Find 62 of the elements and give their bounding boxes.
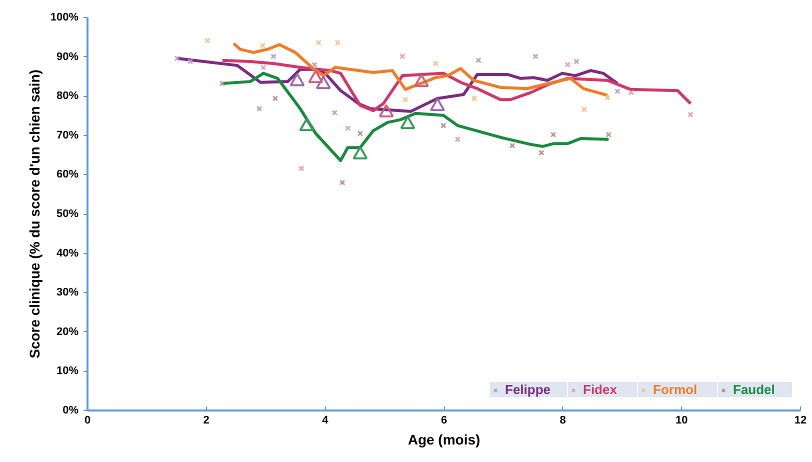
y-tick-label: 0% — [62, 404, 79, 416]
point — [476, 57, 482, 64]
point — [538, 150, 544, 156]
x-tick-label: 0 — [84, 414, 91, 426]
point — [471, 96, 478, 102]
y-tick-label: 80% — [56, 90, 79, 102]
point — [332, 110, 338, 116]
legend-label: Fidex — [583, 382, 618, 397]
legend-label: Formol — [653, 382, 698, 397]
y-tick-label: 40% — [56, 247, 79, 260]
point — [509, 142, 516, 148]
x-axis-title: Age (mois) — [408, 432, 480, 448]
point — [174, 56, 180, 62]
point — [204, 38, 210, 44]
point — [440, 122, 446, 128]
x-tick-label: 8 — [560, 414, 566, 426]
point — [402, 96, 408, 103]
line-series — [232, 42, 609, 97]
point — [688, 112, 694, 118]
legend-label: Felippe — [505, 382, 552, 397]
point — [454, 136, 461, 142]
x-tick-label: 4 — [322, 414, 330, 426]
point — [344, 125, 351, 132]
legend-label: Faudel — [733, 382, 776, 397]
point — [574, 58, 580, 64]
y-tick-label: 100% — [50, 12, 79, 24]
point — [256, 106, 262, 112]
y-tick-label: 50% — [56, 208, 79, 220]
point — [260, 42, 266, 48]
point — [220, 80, 226, 86]
point — [614, 88, 620, 94]
point — [357, 130, 364, 136]
point — [334, 40, 341, 46]
point — [606, 132, 612, 138]
x-tick-label: 6 — [440, 414, 448, 426]
point — [260, 64, 266, 70]
point — [564, 62, 570, 68]
x-tick-label: 2 — [203, 414, 210, 426]
point — [298, 166, 304, 172]
x-tick-label: 10 — [676, 414, 688, 426]
y-tick-label: 10% — [56, 365, 79, 378]
y-tick-label: 90% — [56, 50, 79, 63]
line-series — [220, 72, 610, 162]
point — [532, 54, 538, 60]
point — [272, 96, 278, 102]
y-tick-label: 60% — [56, 168, 79, 181]
point — [312, 62, 318, 68]
point — [187, 58, 194, 64]
point — [604, 94, 610, 101]
point — [550, 132, 556, 138]
point — [400, 54, 406, 60]
x-tick-label: 12 — [794, 414, 807, 426]
y-tick-label: 20% — [56, 326, 79, 338]
point — [316, 40, 322, 46]
y-tick-label: 70% — [56, 129, 79, 142]
point — [270, 54, 276, 60]
point — [340, 180, 346, 186]
point — [581, 106, 588, 112]
y-tick-label: 30% — [56, 286, 79, 299]
point — [432, 60, 439, 66]
point — [628, 90, 634, 96]
y-axis-title: Score clinique (% du score d'un chien sain) — [26, 70, 42, 358]
